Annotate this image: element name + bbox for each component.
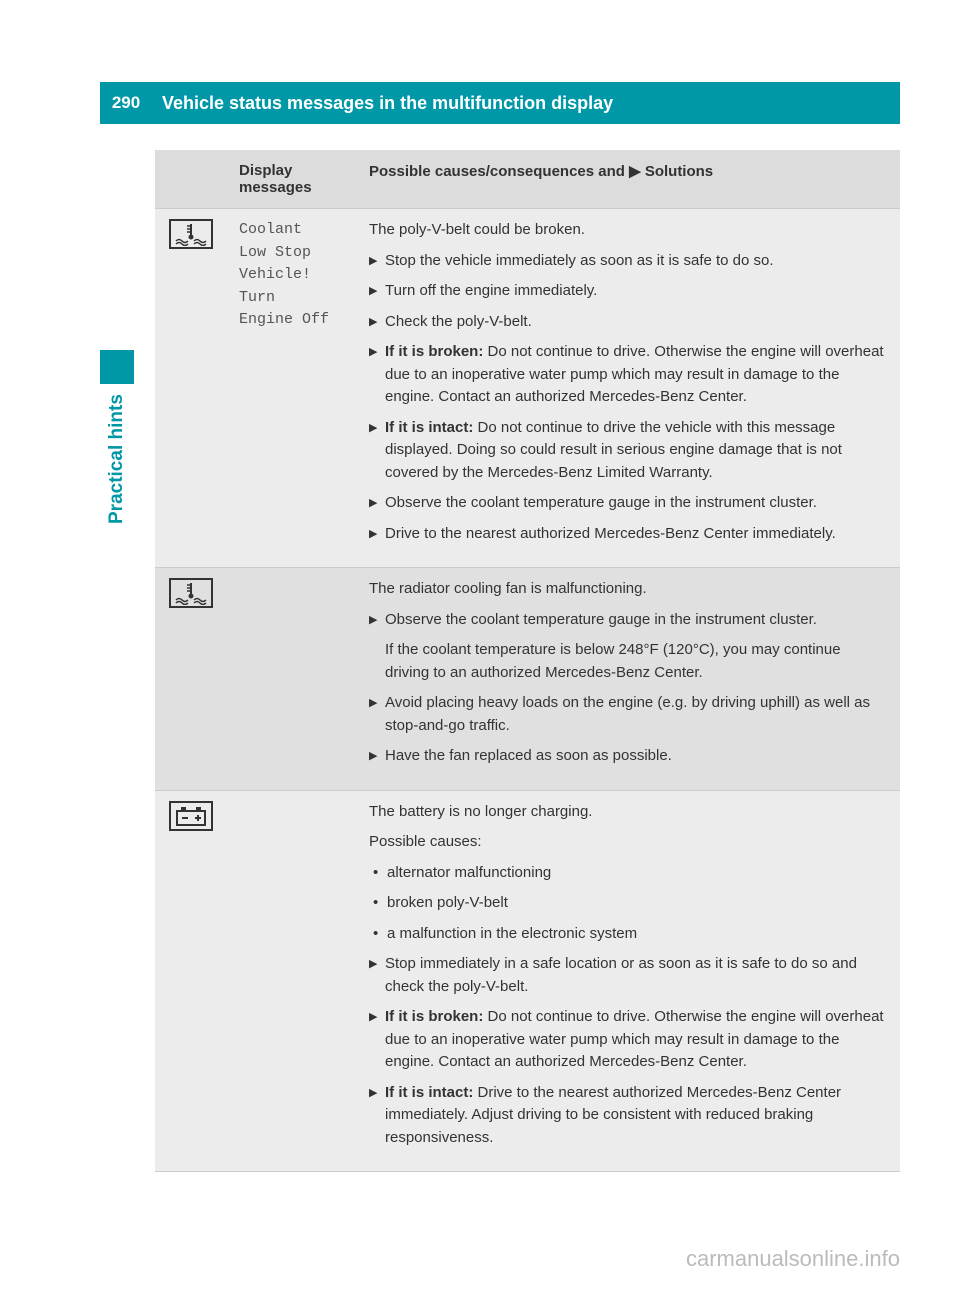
page-number: 290 [100,82,152,124]
solution-cell: The radiator cooling fan is malfunctioni… [369,578,886,776]
table-row: The radiator cooling fan is malfunctioni… [155,568,900,791]
header-solutions: Possible causes/consequences and ▶ Solut… [369,162,886,196]
sub-intro-text: Possible causes: [369,831,886,854]
solution-cell: The poly-V-belt could be broken. ▶Stop th… [369,219,886,553]
action-step: ▶Observe the coolant temperature gauge i… [369,609,886,632]
page-header: 290 Vehicle status messages in the multi… [100,82,900,124]
solution-cell: The battery is no longer charging. Possib… [369,801,886,1158]
bullet-item: •a malfunction in the electronic system [369,923,886,946]
action-step: ▶Turn off the engine immediately. [369,280,886,303]
watermark: carmanualsonline.info [686,1246,900,1272]
action-step: ▶If it is broken: Do not continue to dri… [369,341,886,409]
bullet-item: •alternator malfunctioning [369,862,886,885]
action-step: ▶If it is intact: Do not continue to dri… [369,417,886,485]
battery-icon [169,801,239,1158]
display-message-text [239,578,369,776]
display-message-text: Coolant Low Stop Vehicle! Turn Engine Of… [239,219,369,553]
intro-text: The radiator cooling fan is malfunctioni… [369,578,886,601]
action-step: ▶If it is broken: Do not continue to dri… [369,1006,886,1074]
display-message-text [239,801,369,1158]
action-step: ▶Observe the coolant temperature gauge i… [369,492,886,515]
bullet-item: •broken poly-V-belt [369,892,886,915]
section-label: Practical hints [100,390,134,590]
action-step: ▶Avoid placing heavy loads on the engine… [369,692,886,737]
action-step: ▶Stop immediately in a safe location or … [369,953,886,998]
table-row: The battery is no longer charging. Possib… [155,791,900,1173]
action-step: ▶Drive to the nearest authorized Mercede… [369,523,886,546]
page-title: Vehicle status messages in the multifunc… [152,93,613,114]
header-display-messages: Display messages [239,162,369,196]
action-step: ▶Check the poly-V-belt. [369,311,886,334]
coolant-temp-icon [169,578,239,776]
intro-text: The battery is no longer charging. [369,801,886,824]
action-step: ▶Have the fan replaced as soon as possib… [369,745,886,768]
coolant-temp-icon [169,219,239,553]
table-header-row: Display messages Possible causes/consequ… [155,150,900,209]
table-row: Coolant Low Stop Vehicle! Turn Engine Of… [155,209,900,568]
info-line: If the coolant temperature is below 248°… [369,639,886,684]
intro-text: The poly-V-belt could be broken. [369,219,886,242]
action-step: ▶Stop the vehicle immediately as soon as… [369,250,886,273]
action-step: ▶If it is intact: Drive to the nearest a… [369,1082,886,1150]
messages-table: Display messages Possible causes/consequ… [155,150,900,1172]
section-tab [100,350,134,384]
